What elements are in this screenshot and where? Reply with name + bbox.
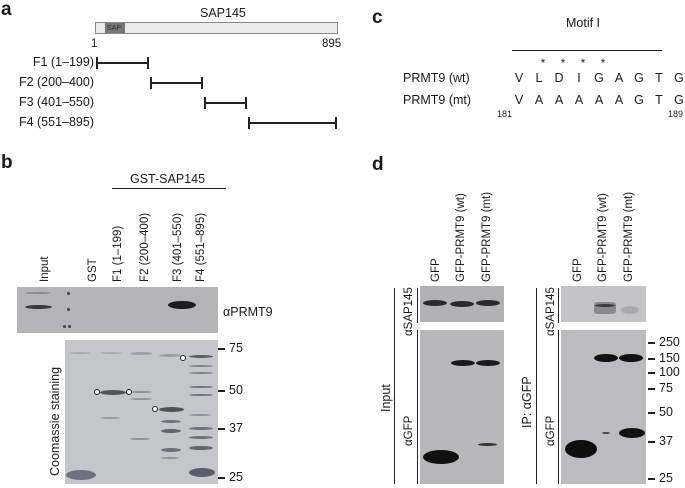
panel-d-letter: d	[372, 154, 384, 175]
input-bracket-line	[394, 288, 396, 484]
marker-label-75: 75	[229, 341, 243, 355]
input-sap145-bracket	[417, 288, 419, 323]
input-lane-label-gfp: GFP	[430, 258, 442, 282]
ip-bracket-line	[536, 288, 538, 484]
marker-label-37: 37	[229, 421, 243, 435]
motif-bracket-line	[512, 50, 662, 52]
mt-row-label: PRMT9 (mt)	[403, 93, 472, 107]
input-group-label: Input	[379, 384, 393, 412]
ip-marker-tick-75	[648, 388, 655, 390]
fragment-bar-f1	[96, 58, 149, 68]
lane-label-gst: GST	[87, 258, 99, 282]
ip-marker-tick-50	[648, 412, 655, 414]
ip-marker-tick-100	[648, 372, 655, 374]
ip-lane-label-mt: GFP-PRMT9 (mt)	[623, 191, 635, 282]
ip-marker-150: 150	[659, 351, 680, 365]
ip-lane-label-gfp: GFP	[572, 258, 584, 282]
motif-label: Motif I	[566, 16, 601, 30]
marker-tick-25	[218, 477, 225, 479]
ip-marker-50: 50	[659, 405, 673, 419]
input-sap145-antibody: αSAP145	[403, 287, 415, 336]
coomassie-gel	[65, 340, 218, 484]
fragment-bar-f4	[248, 118, 337, 128]
lane-label-input: Input	[39, 256, 51, 282]
start-position: 181	[497, 109, 513, 119]
input-lane-label-wt: GFP-PRMT9 (wt)	[455, 193, 467, 282]
ip-marker-tick-37	[648, 441, 655, 443]
start-residue: 1	[91, 38, 98, 50]
ip-group-label: IP: αGFP	[520, 376, 534, 428]
ip-marker-100: 100	[659, 365, 680, 379]
wt-row-label: PRMT9 (wt)	[403, 71, 470, 85]
fragment-label-f2: F2 (200–400)	[18, 75, 94, 89]
lane-label-f3: F3 (401–550)	[172, 212, 184, 282]
end-residue: 895	[322, 38, 342, 50]
fragment-label-f3: F3 (401–550)	[18, 95, 94, 109]
fragment-bar-f3	[204, 98, 247, 108]
marker-tick-50	[218, 390, 225, 392]
ip-marker-tick-150	[648, 358, 655, 360]
input-sap145-blot	[420, 286, 504, 322]
coomassie-label: Coomassie staining	[48, 366, 62, 476]
input-gfp-blot	[420, 330, 504, 484]
sap-domain-box: SAP	[105, 23, 125, 33]
prmt9-antibody-label: αPRMT9	[223, 305, 273, 319]
ip-lane-label-wt: GFP-PRMT9 (wt)	[597, 193, 609, 282]
prmt9-western-blot	[17, 287, 218, 333]
fragment-bar-f2	[150, 78, 203, 88]
lane-label-f1: F1 (1–199)	[112, 225, 124, 282]
lane-label-f2: F2 (200–400)	[139, 212, 151, 282]
marker-tick-37	[218, 428, 225, 430]
ip-gfp-blot	[561, 330, 646, 484]
panel-c-letter: c	[372, 7, 383, 28]
ip-marker-25: 25	[659, 471, 673, 485]
fragment-label-f4: F4 (551–895)	[18, 115, 94, 129]
protein-bar	[95, 22, 338, 34]
panel-b-letter: b	[1, 152, 13, 173]
marker-label-25: 25	[229, 470, 243, 484]
ip-gfp-bracket	[558, 330, 560, 484]
sap-domain-label: SAP	[107, 25, 122, 32]
input-gfp-antibody: αGFP	[403, 415, 415, 446]
conserved-residue-stars: * * * *	[540, 58, 606, 70]
ip-sap145-antibody: αSAP145	[545, 287, 557, 336]
group-bracket-line	[112, 188, 226, 190]
gst-sap145-group-label: GST-SAP145	[130, 172, 206, 186]
ip-sap145-blot	[561, 286, 646, 322]
ip-gfp-antibody: αGFP	[545, 415, 557, 446]
panel-a-letter: a	[1, 0, 12, 20]
fragment-label-f1: F1 (1–199)	[32, 55, 94, 69]
marker-tick-75	[218, 348, 225, 350]
ip-sap145-bracket	[558, 288, 560, 323]
ip-marker-75: 75	[659, 381, 673, 395]
input-gfp-bracket	[417, 330, 419, 484]
protein-title: SAP145	[200, 6, 246, 20]
ip-marker-37: 37	[659, 434, 673, 448]
lane-label-f4: F4 (551–895)	[195, 212, 207, 282]
marker-label-50: 50	[229, 383, 243, 397]
end-position: 189	[668, 109, 684, 119]
ip-marker-tick-250	[648, 342, 655, 344]
ip-marker-tick-25	[648, 478, 655, 480]
input-lane-label-mt: GFP-PRMT9 (mt)	[481, 191, 493, 282]
ip-marker-250: 250	[659, 335, 680, 349]
